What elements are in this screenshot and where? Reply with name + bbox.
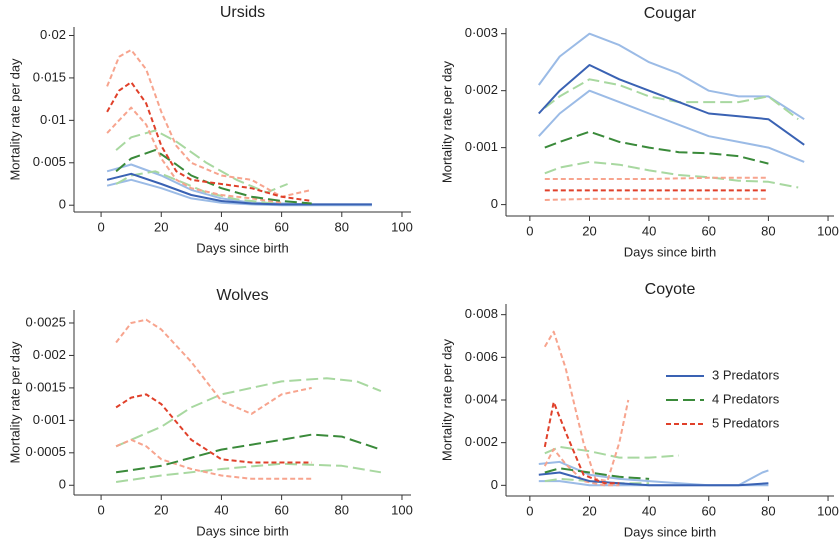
series-line bbox=[115, 318, 312, 415]
y-tick-label: 0 bbox=[59, 197, 66, 212]
y-tick-label: 0·002 bbox=[33, 347, 66, 362]
series-line bbox=[538, 64, 805, 146]
x-tick-label: 80 bbox=[335, 219, 349, 234]
x-tick-label: 60 bbox=[702, 223, 716, 238]
series-line bbox=[106, 106, 282, 204]
series-line bbox=[106, 81, 312, 202]
y-tick-label: 0·02 bbox=[40, 27, 66, 42]
y-tick-label: 0·0025 bbox=[26, 314, 66, 329]
x-axis-label: Days since birth bbox=[624, 524, 716, 539]
y-tick-label: 0 bbox=[491, 196, 498, 211]
x-axis-label: Days since birth bbox=[196, 240, 288, 255]
series-line bbox=[115, 129, 288, 194]
x-tick-label: 20 bbox=[154, 219, 168, 234]
y-tick-label: 0·01 bbox=[40, 112, 66, 127]
y-axis-label: Mortality rate per day bbox=[7, 58, 22, 181]
series-line bbox=[106, 48, 312, 198]
series-line bbox=[544, 467, 650, 480]
x-tick-label: 80 bbox=[761, 223, 775, 238]
y-tick-label: 0 bbox=[491, 477, 498, 492]
y-tick-label: 0·015 bbox=[33, 69, 66, 84]
legend-label: 3 Predators bbox=[712, 367, 780, 382]
x-tick-label: 100 bbox=[817, 503, 839, 518]
series-line bbox=[544, 160, 799, 189]
x-tick-label: 20 bbox=[582, 503, 596, 518]
series-line bbox=[544, 78, 799, 120]
y-axis-label: Mortality rate per day bbox=[439, 338, 454, 461]
series-line bbox=[115, 438, 312, 480]
series-line bbox=[537, 32, 805, 121]
legend-label: 4 Predators bbox=[712, 391, 780, 406]
y-tick-label: 0·0015 bbox=[26, 379, 66, 394]
x-tick-label: 0 bbox=[526, 503, 533, 518]
x-tick-label: 80 bbox=[335, 502, 349, 517]
panel-title: Cougar bbox=[644, 5, 697, 22]
series-line bbox=[543, 401, 620, 485]
panel-title: Wolves bbox=[216, 287, 268, 304]
x-tick-label: 60 bbox=[274, 219, 288, 234]
series-line bbox=[106, 172, 372, 206]
y-tick-label: 0 bbox=[59, 477, 66, 492]
y-axis-label: Mortality rate per day bbox=[439, 60, 454, 183]
series-line bbox=[538, 89, 805, 163]
x-tick-label: 80 bbox=[761, 503, 775, 518]
panel-title: Ursids bbox=[220, 4, 265, 21]
x-tick-label: 40 bbox=[642, 503, 656, 518]
x-tick-label: 60 bbox=[702, 503, 716, 518]
x-tick-label: 100 bbox=[817, 223, 839, 238]
series-line bbox=[543, 330, 630, 483]
series-line bbox=[544, 130, 769, 165]
x-tick-label: 100 bbox=[391, 219, 413, 234]
series-line bbox=[538, 460, 769, 487]
x-tick-label: 20 bbox=[154, 502, 168, 517]
panel-title: Coyote bbox=[645, 281, 696, 298]
y-tick-label: 0·008 bbox=[465, 306, 498, 321]
y-tick-label: 0·003 bbox=[465, 25, 498, 40]
x-tick-label: 60 bbox=[274, 502, 288, 517]
series-line bbox=[115, 393, 312, 464]
y-tick-label: 0·002 bbox=[465, 434, 498, 449]
x-tick-label: 0 bbox=[97, 502, 104, 517]
x-tick-label: 40 bbox=[642, 223, 656, 238]
series-line bbox=[115, 149, 312, 205]
series-line bbox=[538, 471, 769, 487]
series-line bbox=[115, 462, 382, 483]
y-tick-label: 0·004 bbox=[465, 391, 498, 406]
series-line bbox=[115, 433, 382, 474]
x-tick-label: 100 bbox=[391, 502, 413, 517]
x-tick-label: 20 bbox=[582, 223, 596, 238]
y-tick-label: 0·0005 bbox=[26, 444, 66, 459]
y-tick-label: 0·001 bbox=[33, 412, 66, 427]
series-line bbox=[115, 377, 382, 448]
x-axis-label: Days since birth bbox=[624, 244, 716, 259]
x-tick-label: 0 bbox=[526, 223, 533, 238]
legend-label: 5 Predators bbox=[712, 415, 780, 430]
y-tick-label: 0·006 bbox=[465, 349, 498, 364]
x-tick-label: 40 bbox=[214, 219, 228, 234]
series-line bbox=[544, 176, 769, 180]
series-line bbox=[544, 445, 679, 459]
series-line bbox=[544, 197, 769, 201]
y-tick-label: 0·001 bbox=[465, 139, 498, 154]
series-line bbox=[543, 448, 620, 487]
y-axis-label: Mortality rate per day bbox=[7, 341, 22, 464]
x-axis-label: Days since birth bbox=[196, 523, 288, 538]
x-tick-label: 40 bbox=[214, 502, 228, 517]
y-tick-label: 0·005 bbox=[33, 154, 66, 169]
y-tick-label: 0·002 bbox=[465, 82, 498, 97]
x-tick-label: 0 bbox=[97, 219, 104, 234]
